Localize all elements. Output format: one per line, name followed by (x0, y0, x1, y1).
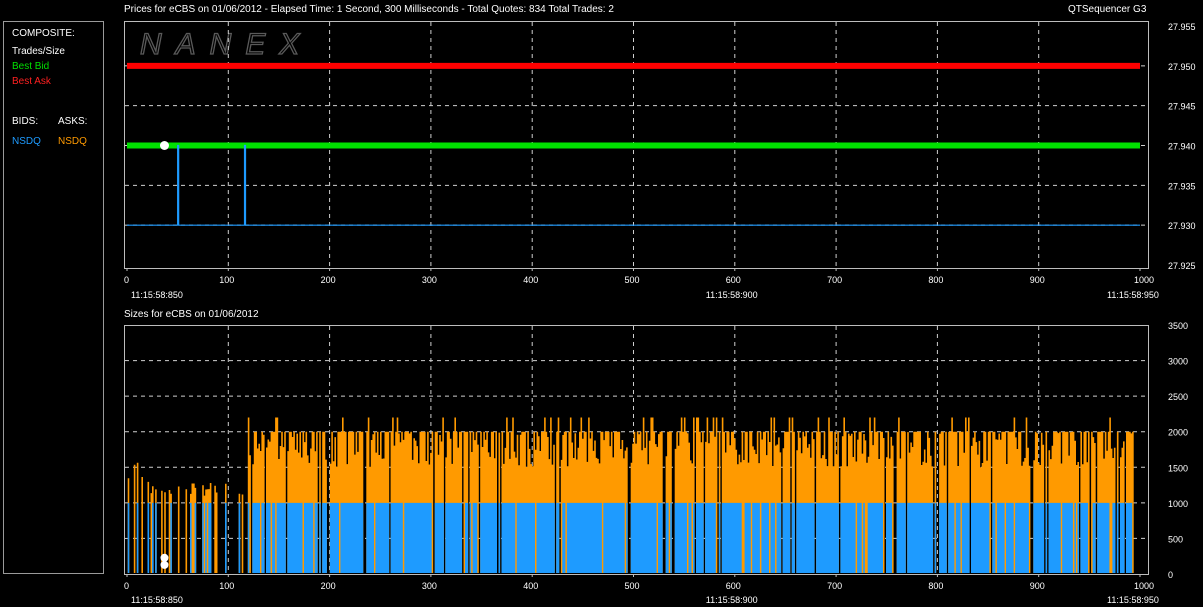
size-y-tick-label: 2000 (1168, 428, 1188, 438)
price-y-tick-label: 27.940 (1168, 142, 1196, 152)
size-chart-title: Sizes for eCBS on 01/06/2012 (124, 309, 259, 320)
trade-marker (159, 141, 169, 150)
size-x-tick-label: 100 (219, 581, 234, 591)
price-x-tick-label: 1000 (1134, 275, 1154, 285)
legend-best-ask: Best Ask (12, 76, 51, 87)
price-y-tick-label: 27.955 (1168, 22, 1196, 32)
legend-asks-label: ASKS: (58, 116, 88, 127)
size-time-label: 11:15:58:850 (131, 595, 183, 605)
size-x-tick-label: 400 (523, 581, 538, 591)
legend-ask-exchange: NSDQ (58, 136, 87, 147)
size-y-tick-label: 1500 (1168, 463, 1188, 473)
size-x-tick-label: 300 (422, 581, 437, 591)
price-chart: NANEX 27.925 27.930 27.935 27.940 27.945 27.9… (124, 21, 1196, 300)
price-y-tick-label: 27.925 (1168, 261, 1196, 271)
trade-size-marker (160, 553, 169, 562)
trade-size-marker (160, 560, 169, 569)
size-time-label: 11:15:58:950 (1107, 595, 1159, 605)
size-x-tick-label: 1000 (1134, 581, 1154, 591)
size-y-tick-label: 1000 (1168, 499, 1188, 509)
size-y-tick-label: 2500 (1168, 392, 1188, 402)
price-time-label: 11:15:58:850 (131, 290, 183, 300)
price-x-tick-label: 600 (726, 275, 741, 285)
legend-trades: Trades/Size (12, 46, 65, 57)
legend-panel: COMPOSITE: Trades/Size Best Bid Best Ask… (3, 21, 104, 574)
price-chart-title: Prices for eCBS on 01/06/2012 - Elapsed … (124, 4, 614, 15)
legend-bid-exchange: NSDQ (12, 136, 41, 147)
price-x-tick-label: 400 (523, 275, 538, 285)
size-y-tick-label: 0 (1168, 570, 1173, 580)
nanex-watermark: NANEX (140, 28, 313, 61)
size-x-tick-label: 600 (726, 581, 741, 591)
size-y-tick-label: 500 (1168, 534, 1183, 544)
price-y-tick-label: 27.950 (1168, 62, 1196, 72)
price-y-tick-label: 27.945 (1168, 102, 1196, 112)
size-x-tick-label: 900 (1030, 581, 1045, 591)
price-time-label: 11:15:58:900 (706, 290, 758, 300)
price-series-nsdq (127, 144, 1140, 226)
legend-bids-label: BIDS: (12, 116, 39, 127)
price-x-tick-label: 300 (422, 275, 437, 285)
size-x-tick-label: 800 (928, 581, 943, 591)
app-name: QTSequencer G3 (1068, 4, 1147, 15)
size-x-tick-label: 0 (124, 581, 129, 591)
price-x-tick-label: 0 (124, 275, 129, 285)
size-x-tick-label: 200 (321, 581, 336, 591)
price-y-tick-label: 27.935 (1168, 181, 1196, 191)
bid-size-bars (127, 502, 1133, 573)
size-x-tick-label: 700 (827, 581, 842, 591)
size-y-tick-label: 3500 (1168, 321, 1188, 331)
size-time-label: 11:15:58:900 (706, 595, 758, 605)
price-x-tick-label: 800 (928, 275, 943, 285)
legend-composite-label: COMPOSITE: (12, 28, 75, 39)
legend-best-bid: Best Bid (12, 61, 50, 72)
price-x-tick-label: 100 (219, 275, 234, 285)
price-y-tick-label: 27.930 (1168, 221, 1196, 231)
size-y-tick-label: 3000 (1168, 357, 1188, 367)
price-x-tick-label: 500 (625, 275, 640, 285)
price-x-tick-label: 900 (1030, 275, 1045, 285)
price-time-label: 11:15:58:950 (1107, 290, 1159, 300)
price-x-tick-label: 200 (321, 275, 336, 285)
size-chart: 0 500 1000 1500 2000 2500 3000 3500 0 100 200 300 40… (124, 321, 1188, 605)
size-x-tick-label: 500 (625, 581, 640, 591)
price-x-tick-label: 700 (827, 275, 842, 285)
